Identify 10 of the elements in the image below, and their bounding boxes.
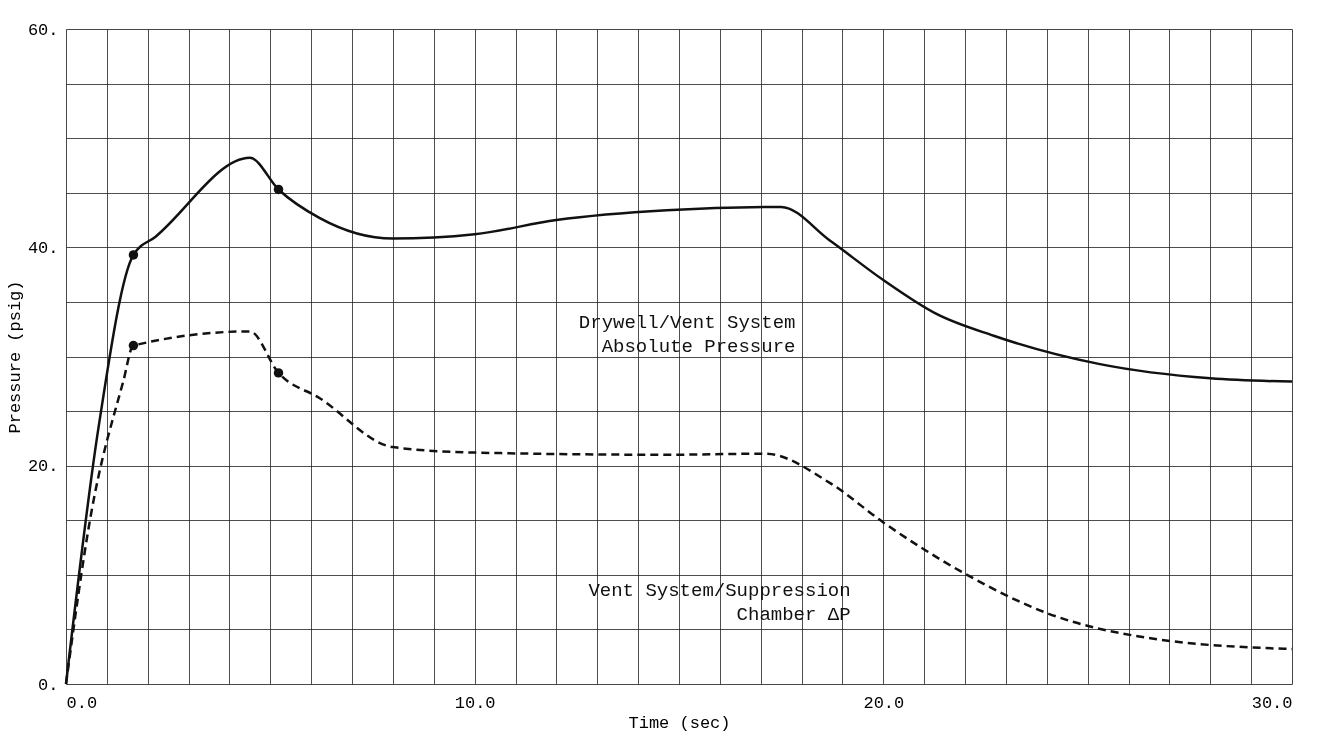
x-tick-label: 30.0: [1251, 693, 1293, 713]
x-tick-label: 10.0: [454, 693, 496, 713]
y-tick-label: 0.: [38, 675, 59, 695]
x-axis-title: Time (sec): [628, 713, 731, 733]
y-tick-label: 40.: [27, 238, 59, 258]
x-tick-label: 20.0: [863, 693, 905, 713]
y-tick-label: 60.: [27, 20, 59, 40]
y-tick-label: 20.: [27, 457, 59, 477]
x-tick-label: 0.0: [66, 693, 98, 713]
y-axis-title: Pressure (psig): [5, 280, 25, 434]
